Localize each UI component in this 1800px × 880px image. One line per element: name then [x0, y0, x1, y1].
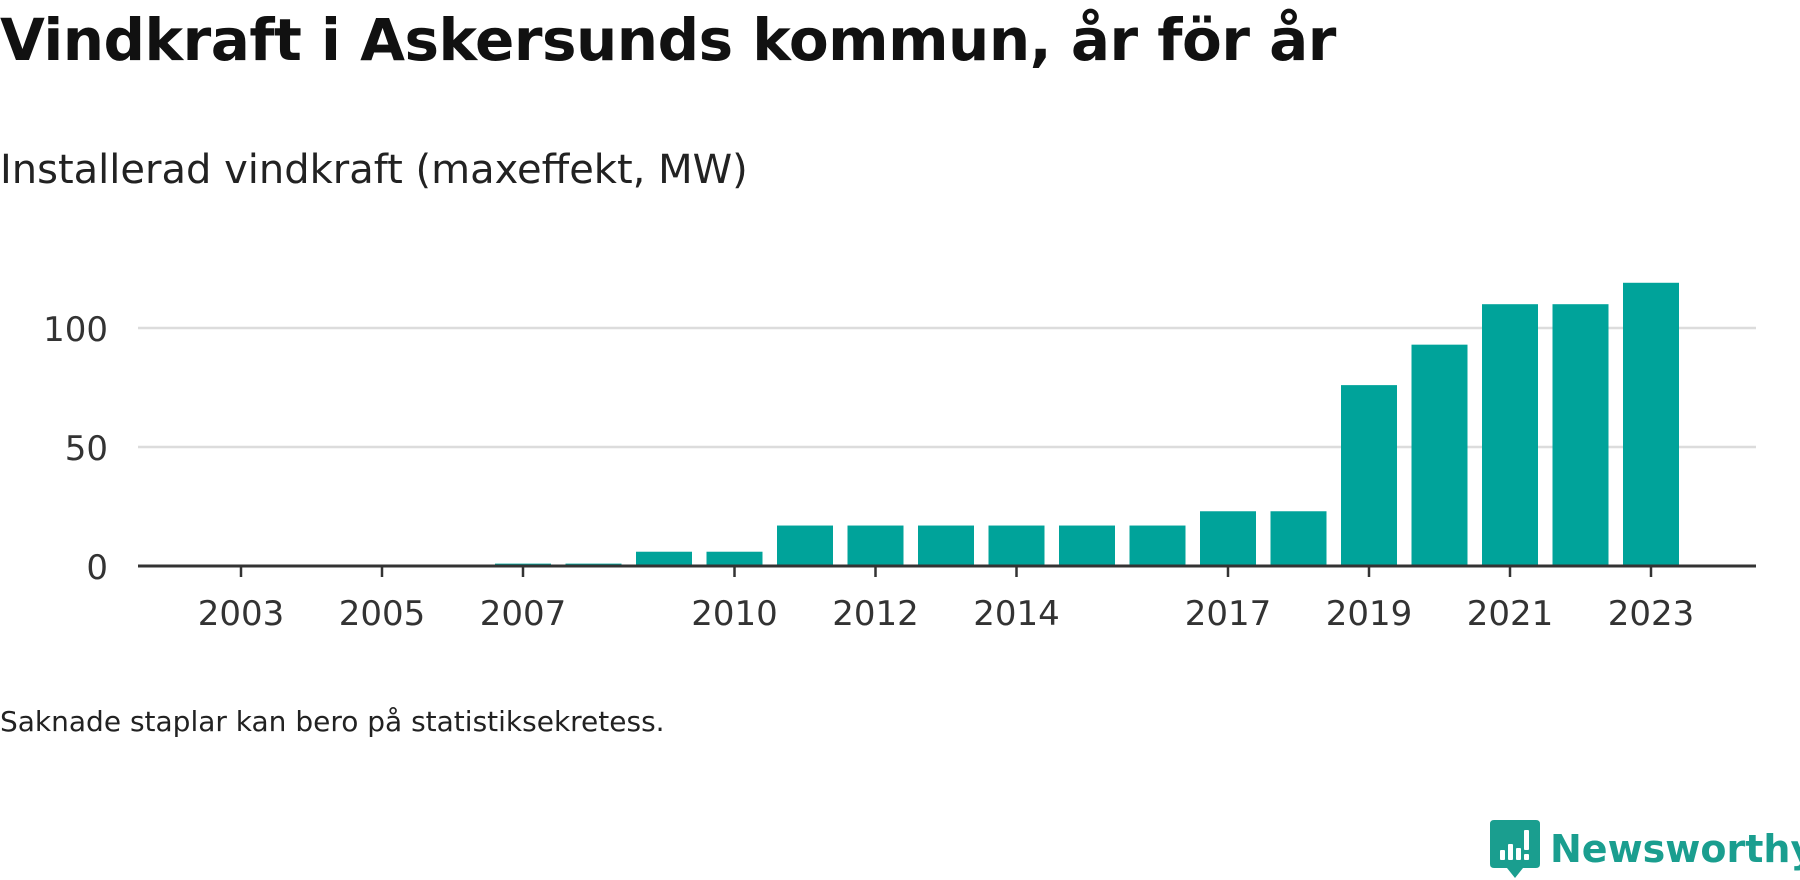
x-tick-label-2005: 2005	[339, 594, 426, 634]
bar-2009	[636, 551, 692, 566]
y-axis-tick-labels: 0 50 100	[43, 310, 108, 588]
x-tick-label-2021: 2021	[1467, 594, 1554, 634]
x-tick-label-2012: 2012	[832, 594, 919, 634]
x-tick-label-2014: 2014	[973, 594, 1060, 634]
bar-2020	[1411, 344, 1468, 566]
bar-2012	[847, 525, 904, 566]
x-tick-label-2019: 2019	[1326, 594, 1413, 634]
y-tick-label-0: 0	[86, 548, 108, 588]
bar-2010	[706, 551, 763, 566]
bar-2018	[1270, 511, 1327, 566]
bar-2011	[777, 525, 833, 566]
x-axis	[138, 564, 1756, 577]
x-tick-label-2010: 2010	[691, 594, 778, 634]
x-tick-label-2023: 2023	[1608, 594, 1695, 634]
x-tick-label-2007: 2007	[480, 594, 567, 634]
bar-2015	[1059, 525, 1115, 566]
bar-2016	[1129, 525, 1186, 566]
x-tick-label-2017: 2017	[1185, 594, 1272, 634]
footnote: Saknade staplar kan bero på statistiksek…	[0, 705, 665, 738]
chart-subtitle: Installerad vindkraft (maxeffekt, MW)	[0, 147, 748, 193]
bar-2013	[918, 525, 974, 566]
y-tick-label-100: 100	[43, 310, 108, 350]
bar-2022	[1552, 304, 1609, 566]
brand-name: Newsworthy	[1550, 827, 1800, 871]
y-tick-label-50: 50	[65, 429, 108, 469]
bar-2023	[1623, 282, 1679, 566]
x-tick-label-2003: 2003	[198, 594, 285, 634]
bar-2021	[1482, 304, 1538, 566]
bar-2017	[1200, 511, 1256, 566]
bar-2019	[1341, 385, 1397, 566]
x-axis-tick-labels: 2003 2005 2007 2010 2012 2014 2017 2019 2021 2023	[198, 594, 1695, 634]
newsworthy-logo-icon	[1490, 820, 1540, 878]
chart-title: Vindkraft i Askersunds kommun, år för år	[0, 6, 1336, 74]
bars	[495, 282, 1679, 566]
brand-logo-group: Newsworthy	[1490, 818, 1800, 880]
bar-2014	[988, 525, 1045, 566]
